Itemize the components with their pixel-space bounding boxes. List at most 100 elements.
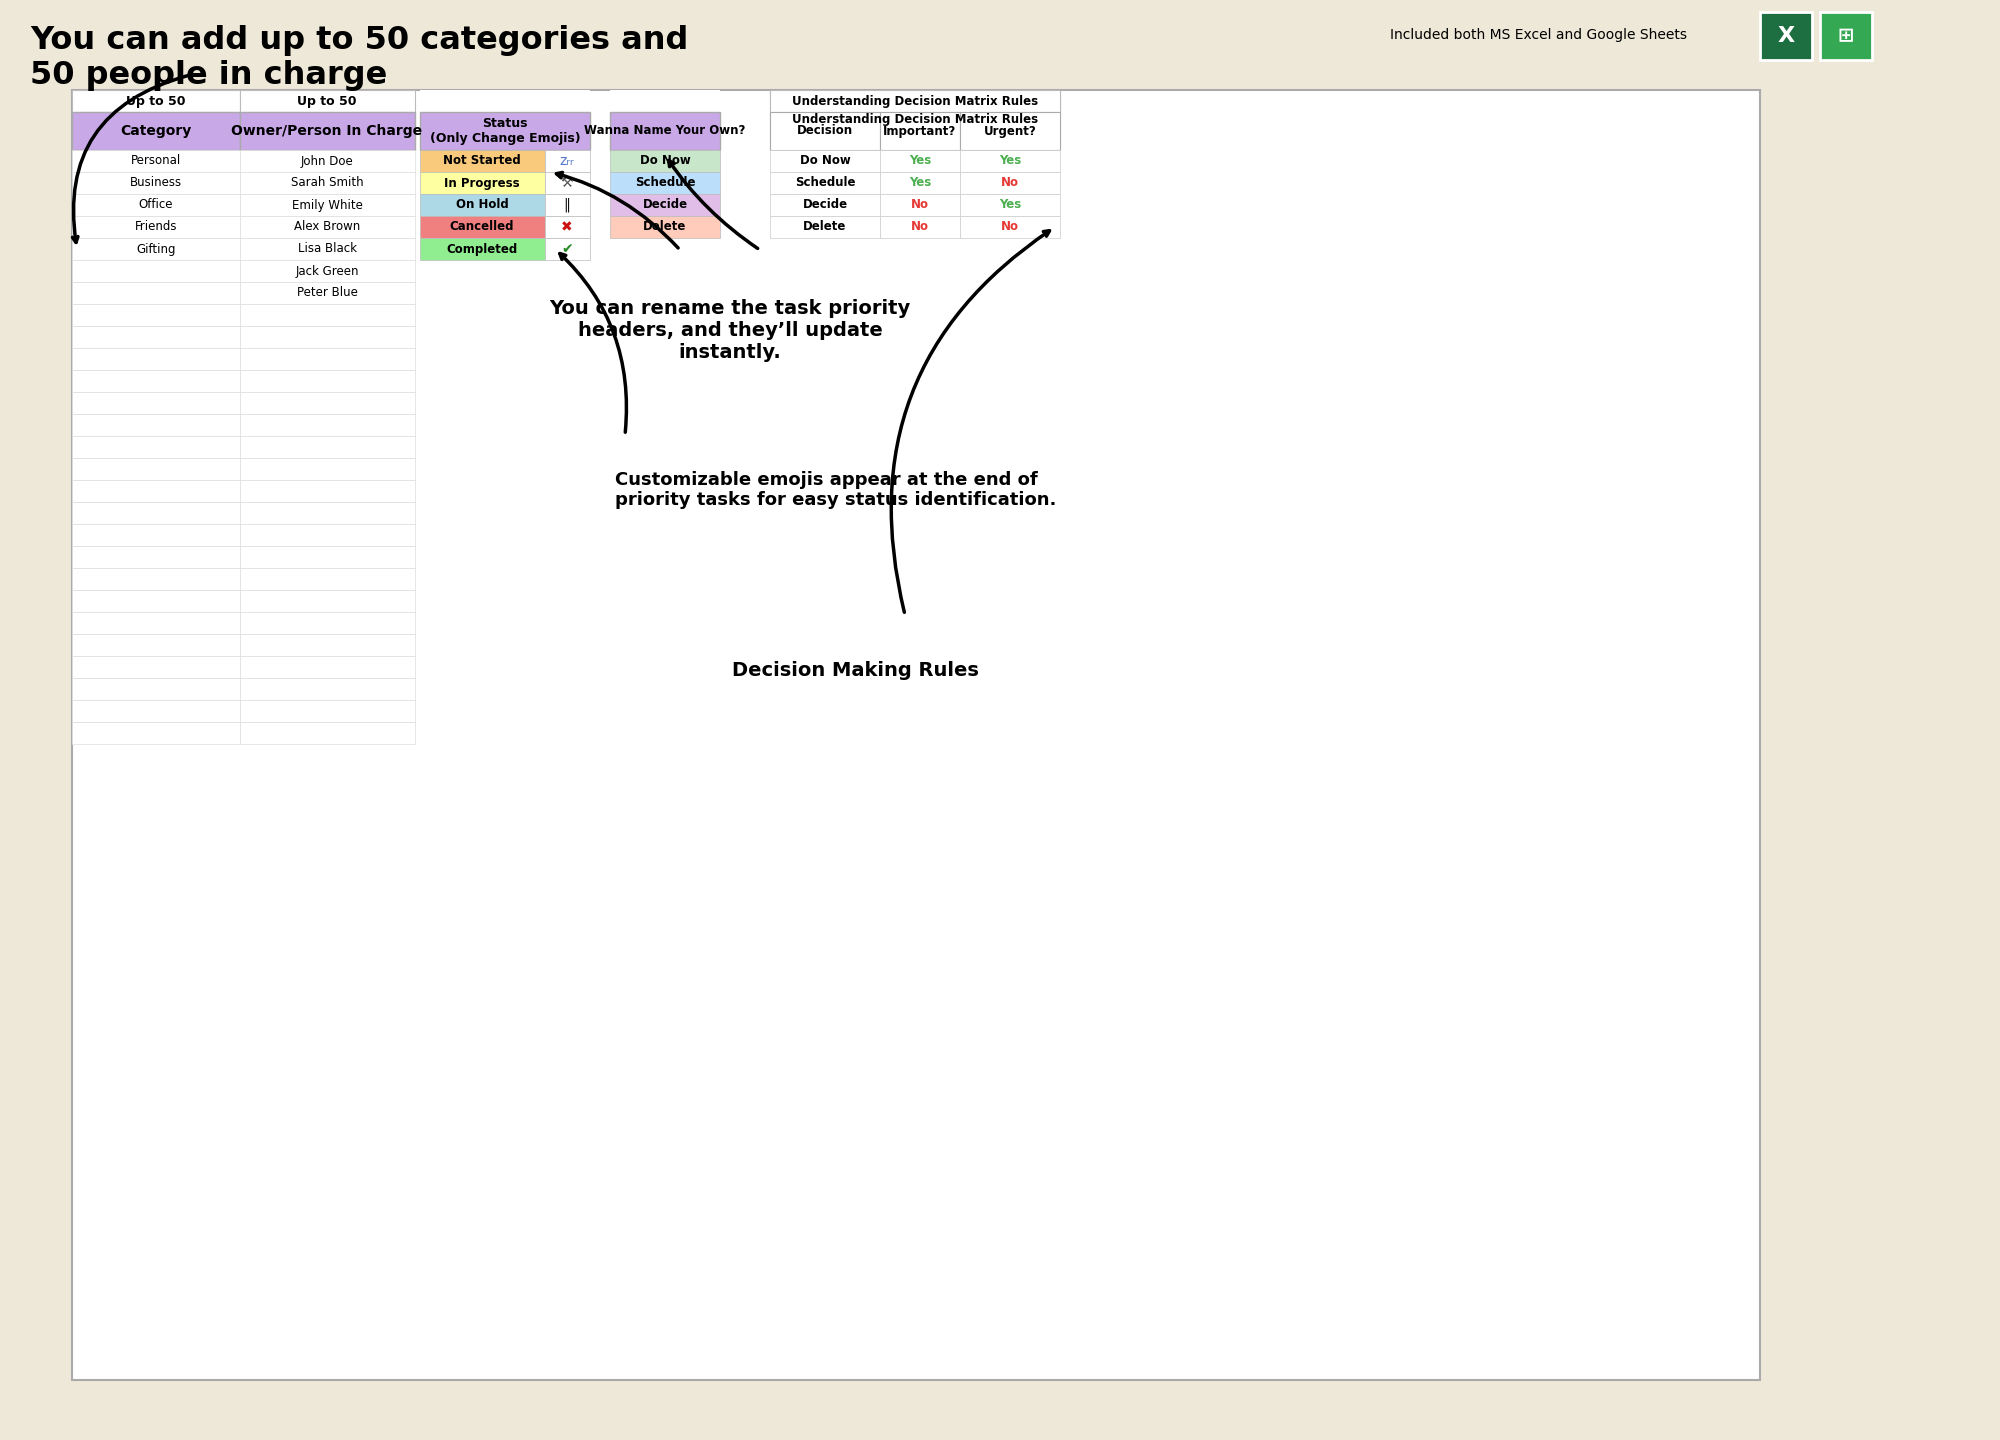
Bar (72, 524, 240, 546)
Bar (72, 171, 240, 194)
Text: Schedule: Schedule (634, 177, 696, 190)
Text: John Doe: John Doe (300, 154, 354, 167)
Text: ✔: ✔ (562, 242, 572, 256)
Bar (544, 238, 590, 261)
Bar (770, 150, 880, 171)
Bar (72, 150, 240, 171)
Text: Alex Brown: Alex Brown (294, 220, 360, 233)
Text: Decide: Decide (802, 199, 848, 212)
Text: Status
(Only Change Emojis): Status (Only Change Emojis) (430, 117, 580, 145)
Bar (240, 503, 416, 524)
Text: Yes: Yes (908, 177, 932, 190)
Bar (240, 194, 416, 216)
Bar (420, 238, 544, 261)
Bar (72, 546, 240, 567)
Text: No: No (912, 220, 928, 233)
Text: No: No (1002, 220, 1020, 233)
Bar (72, 370, 240, 392)
Bar (610, 216, 720, 238)
Bar (240, 590, 416, 612)
Bar (72, 657, 240, 678)
Bar (240, 458, 416, 480)
Bar (240, 112, 416, 150)
Text: Decision Making Rules: Decision Making Rules (732, 661, 978, 680)
Bar (544, 194, 590, 216)
Bar (240, 392, 416, 415)
Text: Decision: Decision (796, 124, 854, 137)
Bar (420, 112, 590, 150)
Bar (240, 634, 416, 657)
Text: Understanding Decision Matrix Rules: Understanding Decision Matrix Rules (792, 95, 1038, 108)
Text: Gifting: Gifting (136, 242, 176, 255)
Text: Friends: Friends (134, 220, 178, 233)
Bar (240, 546, 416, 567)
Text: Delete: Delete (644, 220, 686, 233)
Text: You can add up to 50 categories and: You can add up to 50 categories and (30, 24, 688, 56)
Text: Decide: Decide (642, 199, 688, 212)
Bar (72, 700, 240, 721)
Bar (960, 112, 1060, 150)
Bar (610, 89, 720, 112)
Text: On Hold: On Hold (456, 199, 508, 212)
Bar (1820, 12, 1872, 60)
Text: In Progress: In Progress (444, 177, 520, 190)
Bar (960, 150, 1060, 171)
Text: Delete: Delete (804, 220, 846, 233)
Text: Owner/Person In Charge: Owner/Person In Charge (232, 124, 422, 138)
Bar (72, 261, 240, 282)
Bar (420, 194, 544, 216)
Bar (770, 112, 880, 150)
Text: Completed: Completed (446, 242, 518, 255)
Text: Understanding Decision Matrix Rules: Understanding Decision Matrix Rules (792, 114, 1038, 127)
Text: Urgent?: Urgent? (984, 124, 1036, 137)
Bar (72, 567, 240, 590)
Text: Sarah Smith: Sarah Smith (290, 177, 364, 190)
Text: Category: Category (120, 124, 192, 138)
Bar (72, 612, 240, 634)
Bar (72, 415, 240, 436)
Bar (240, 524, 416, 546)
Bar (880, 194, 960, 216)
Text: Lisa Black: Lisa Black (298, 242, 356, 255)
Bar (72, 238, 240, 261)
Bar (240, 304, 416, 325)
Bar (960, 171, 1060, 194)
Text: Do Now: Do Now (640, 154, 690, 167)
Bar (544, 150, 590, 171)
Bar (240, 348, 416, 370)
Bar (610, 171, 720, 194)
Bar (72, 480, 240, 503)
Bar (240, 171, 416, 194)
Bar (240, 480, 416, 503)
Bar (420, 150, 544, 171)
Text: No: No (1002, 177, 1020, 190)
Bar (240, 238, 416, 261)
Text: Emily White: Emily White (292, 199, 362, 212)
Bar (72, 590, 240, 612)
Bar (960, 216, 1060, 238)
Text: Wanna Name Your Own?: Wanna Name Your Own? (584, 124, 746, 137)
Bar (72, 392, 240, 415)
Text: Jack Green: Jack Green (296, 265, 358, 278)
Bar (240, 370, 416, 392)
Text: Peter Blue: Peter Blue (296, 287, 358, 300)
Text: Customizable emojis appear at the end of
priority tasks for easy status identifi: Customizable emojis appear at the end of… (616, 471, 1056, 510)
Bar (240, 325, 416, 348)
Bar (240, 150, 416, 171)
Text: Important?: Important? (884, 124, 956, 137)
Bar (72, 112, 240, 150)
Bar (240, 678, 416, 700)
Text: ‖: ‖ (564, 197, 570, 212)
Text: Do Now: Do Now (800, 154, 850, 167)
Text: ⊞: ⊞ (1838, 26, 1854, 46)
Text: ✖: ✖ (562, 220, 572, 233)
Text: Business: Business (130, 177, 182, 190)
Text: Included both MS Excel and Google Sheets: Included both MS Excel and Google Sheets (1390, 27, 1688, 42)
Bar (880, 216, 960, 238)
Bar (770, 194, 880, 216)
Bar (880, 112, 960, 150)
Text: zᵣᵣ: zᵣᵣ (560, 154, 574, 168)
Bar (72, 436, 240, 458)
Text: ⚒: ⚒ (560, 176, 574, 190)
Text: Yes: Yes (998, 199, 1022, 212)
